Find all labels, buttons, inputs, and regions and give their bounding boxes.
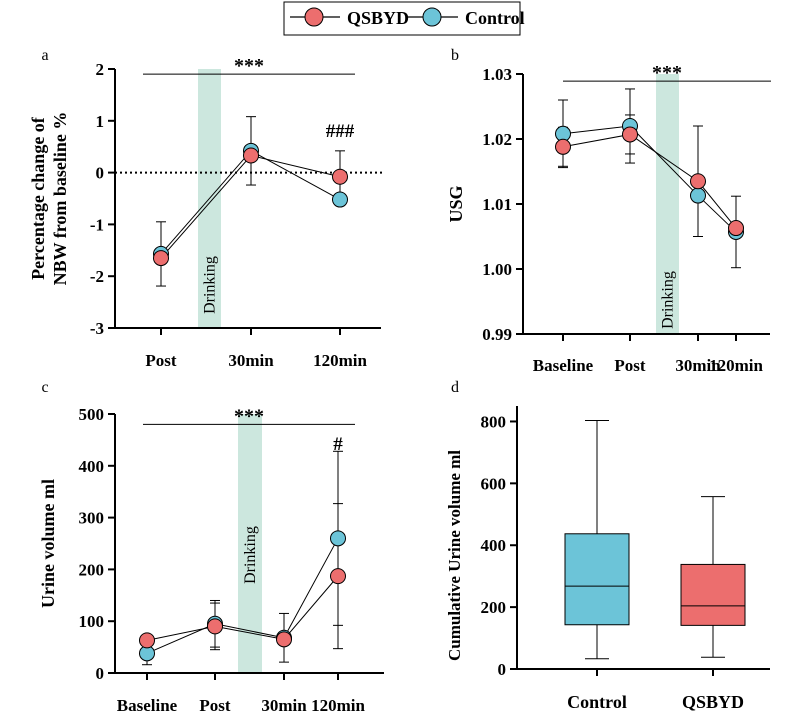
y-tick-label: 600: [481, 474, 507, 493]
x-tick-label: 120min: [311, 696, 365, 715]
legend-marker-control: [422, 7, 442, 27]
data-point-qsbyd: [332, 168, 348, 185]
drinking-label: Drinking: [660, 271, 677, 329]
x-tick-label: Control: [567, 692, 627, 712]
significance-label: ***: [234, 55, 264, 77]
y-tick-label: -3: [90, 319, 104, 338]
x-tick-label: Baseline: [117, 696, 178, 715]
legend-marker-qsbyd: [304, 7, 324, 27]
x-tick-label: Post: [199, 696, 231, 715]
y-tick-label: 1.00: [482, 260, 512, 279]
y-tick-label: 100: [79, 612, 105, 631]
data-point-qsbyd: [555, 138, 571, 155]
drinking-band: [238, 414, 262, 673]
y-tick-label: 1: [96, 112, 105, 131]
x-tick-label: 30min: [261, 696, 307, 715]
data-point-qsbyd: [690, 173, 706, 190]
y-axis-label-line1: Percentage change of: [28, 116, 48, 280]
y-tick-label: 800: [481, 412, 507, 431]
y-tick-label: 200: [79, 560, 105, 579]
y-tick-label: 500: [79, 405, 105, 424]
data-point-qsbyd: [330, 568, 346, 585]
legend-label: Control: [465, 8, 525, 28]
data-point-qsbyd: [139, 632, 155, 649]
data-point-qsbyd: [153, 250, 169, 267]
panel-b: b Drinking 1.03 1.02 1.01 1.00 0.99 Baseline Pos…: [446, 47, 771, 375]
data-point-qsbyd: [622, 126, 638, 143]
y-tick-label: -1: [90, 215, 104, 234]
y-axis-label: USG: [446, 185, 466, 222]
significance-mark: #: [333, 434, 343, 455]
x-tick-label: 120min: [709, 356, 763, 375]
x-tick-label: QSBYD: [682, 692, 744, 712]
y-tick-label: 400: [79, 457, 105, 476]
y-tick-label: 0: [96, 664, 105, 683]
series-line-control: [562, 125, 737, 233]
y-tick-label: 1.01: [482, 195, 512, 214]
panel-a: a Drinking 2 1 0 -1 -2 -3 Post 30min 120min Percent…: [28, 47, 384, 370]
y-tick-label: 0: [498, 660, 507, 679]
y-tick-label: 0: [96, 164, 105, 183]
drinking-band: [656, 74, 679, 334]
y-tick-label: 400: [481, 536, 507, 555]
y-tick-label: 300: [79, 509, 105, 528]
x-tick-label: 30min: [228, 351, 274, 370]
data-point-qsbyd: [276, 631, 292, 648]
y-tick-label: 0.99: [482, 325, 512, 344]
y-axis-label-line2: NBW from baseline %: [50, 112, 70, 286]
legend-label: QSBYD: [347, 8, 409, 28]
y-tick-label: 1.02: [482, 130, 512, 149]
x-tick-label: Baseline: [533, 356, 594, 375]
panel-label: d: [451, 379, 459, 396]
panel-d: d 800 600 400 200 0 Cumulative Urine volume ml…: [445, 379, 770, 712]
y-axis-label: Cumulative Urine volume ml: [445, 450, 464, 661]
y-tick-label: -2: [90, 267, 104, 286]
data-point-qsbyd: [728, 220, 744, 237]
y-tick-label: 2: [96, 60, 105, 79]
y-tick-label: 1.03: [482, 65, 512, 84]
box-qsbyd: [680, 563, 746, 626]
data-point-qsbyd: [207, 618, 223, 635]
panel-label: b: [451, 47, 459, 64]
data-point-qsbyd: [243, 147, 259, 164]
x-tick-label: Post: [614, 356, 646, 375]
panel-label: a: [41, 47, 48, 64]
series-line-control: [146, 538, 339, 654]
x-tick-label: Post: [145, 351, 177, 370]
significance-label: ***: [652, 62, 682, 84]
significance-label: ***: [234, 405, 264, 427]
panel-label: c: [41, 379, 48, 396]
drinking-label: Drinking: [242, 526, 259, 584]
series-line-qsbyd: [146, 575, 339, 641]
box-control: [564, 533, 630, 626]
x-tick-label: 30min: [675, 356, 721, 375]
x-tick-label: 120min: [313, 351, 367, 370]
y-axis-label: Urine volume ml: [38, 479, 58, 608]
data-point-control: [690, 187, 706, 204]
data-point-control: [332, 191, 348, 208]
legend: QSBYD Control: [283, 1, 525, 36]
significance-mark: ###: [326, 121, 355, 142]
panel-c: c Drinking 500 400 300 200 100 0 Baseline Post 30m…: [38, 379, 384, 715]
drinking-label: Drinking: [202, 256, 219, 314]
y-tick-label: 200: [481, 598, 507, 617]
data-point-control: [330, 530, 346, 547]
series-line-qsbyd: [562, 133, 737, 229]
